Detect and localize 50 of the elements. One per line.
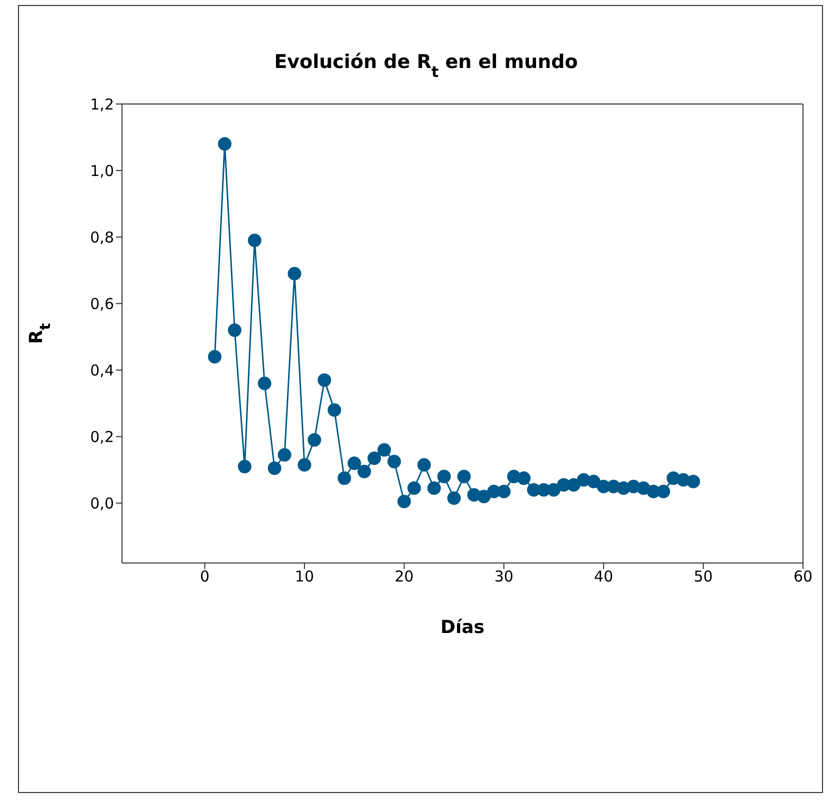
x-tick-label: 30 bbox=[494, 568, 514, 586]
point bbox=[407, 481, 421, 495]
x-tick-label: 50 bbox=[694, 568, 713, 586]
x-tick-label: 40 bbox=[594, 568, 614, 586]
point bbox=[228, 323, 242, 337]
point bbox=[517, 471, 531, 485]
point bbox=[208, 350, 222, 364]
point bbox=[348, 456, 362, 470]
point bbox=[546, 483, 560, 497]
point bbox=[268, 461, 282, 475]
point bbox=[686, 474, 700, 488]
point bbox=[308, 433, 322, 447]
point bbox=[397, 494, 411, 508]
x-tick-label: 10 bbox=[294, 568, 314, 586]
point bbox=[288, 266, 302, 280]
point bbox=[477, 490, 491, 504]
x-tick-label: 60 bbox=[793, 568, 813, 586]
y-tick-label: 0,4 bbox=[90, 361, 114, 380]
point bbox=[427, 481, 441, 495]
x-axis-title: Días bbox=[440, 617, 484, 638]
point bbox=[328, 403, 342, 417]
point bbox=[338, 471, 352, 485]
y-tick-label: 1,2 bbox=[90, 95, 114, 114]
point bbox=[238, 460, 252, 474]
chart-title: Evolución de R$_{t}$ en el mundo bbox=[274, 51, 578, 81]
point bbox=[318, 373, 332, 387]
point bbox=[417, 458, 431, 472]
point bbox=[358, 464, 372, 478]
y-tick-label: 0,6 bbox=[90, 294, 114, 313]
y-tick-label: 0,0 bbox=[90, 494, 114, 512]
x-tick-label: 20 bbox=[394, 568, 414, 586]
point bbox=[656, 484, 670, 498]
point bbox=[368, 451, 382, 465]
point bbox=[497, 484, 511, 498]
point bbox=[447, 491, 461, 505]
point bbox=[377, 443, 391, 457]
point bbox=[248, 234, 262, 248]
point bbox=[218, 137, 232, 151]
point bbox=[387, 454, 401, 468]
point bbox=[437, 470, 451, 484]
x-tick-label: 0 bbox=[200, 568, 210, 586]
point bbox=[586, 474, 600, 488]
point bbox=[566, 478, 580, 492]
y-tick-label: 0,2 bbox=[90, 428, 114, 446]
y-tick-label: 1,0 bbox=[90, 162, 114, 180]
y-tick-label: 0,8 bbox=[90, 228, 114, 246]
point bbox=[278, 448, 292, 462]
point bbox=[258, 376, 272, 390]
point bbox=[457, 470, 471, 484]
point bbox=[298, 458, 312, 472]
